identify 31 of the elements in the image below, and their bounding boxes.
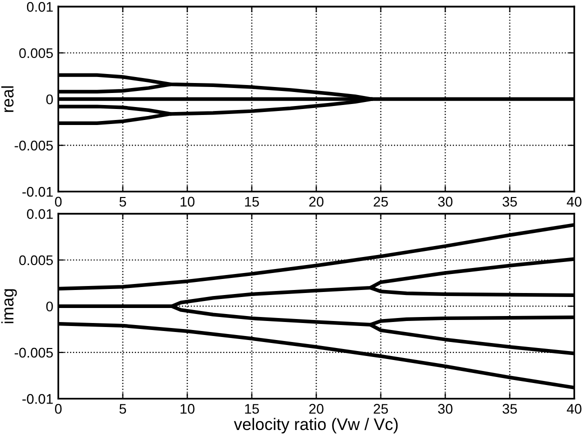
x-tick-label: 5 <box>119 196 126 207</box>
x-tick-label: 5 <box>119 404 126 414</box>
y-tick-label: 0 <box>46 302 53 312</box>
y-axis-title: real <box>1 86 14 112</box>
y-tick-label: 0.005 <box>19 255 53 266</box>
y-tick-label: 0 <box>46 94 53 104</box>
x-tick-label: 0 <box>54 196 62 207</box>
x-tick-label: 20 <box>309 196 324 207</box>
x-tick-label: 40 <box>566 404 582 414</box>
y-tick-label: 0.01 <box>26 209 53 219</box>
y-axis-title: imag <box>1 289 17 324</box>
x-tick-label: 35 <box>502 196 517 207</box>
x-tick-label: 10 <box>180 404 194 414</box>
y-tick-label: -0.005 <box>14 348 53 358</box>
x-tick-label: 30 <box>438 404 452 414</box>
y-tick-label: -0.005 <box>14 140 53 151</box>
x-tick-label: 25 <box>374 196 388 207</box>
y-tick-label: 0.005 <box>19 48 53 58</box>
x-tick-label: 30 <box>438 196 452 207</box>
y-tick-label: 0.01 <box>26 2 53 12</box>
x-tick-label: 10 <box>180 196 194 207</box>
x-tick-label: 40 <box>566 196 582 207</box>
x-tick-label: 15 <box>245 196 259 207</box>
y-tick-label: -0.01 <box>22 186 53 197</box>
y-tick-label: -0.01 <box>22 394 53 404</box>
x-tick-label: 0 <box>54 404 62 414</box>
x-tick-label: 35 <box>502 404 517 414</box>
x-axis-title: velocity ratio (Vw / Vc) <box>234 418 398 434</box>
x-tick-label: 15 <box>245 404 259 414</box>
x-tick-label: 20 <box>309 404 324 414</box>
x-tick-label: 25 <box>374 404 388 414</box>
